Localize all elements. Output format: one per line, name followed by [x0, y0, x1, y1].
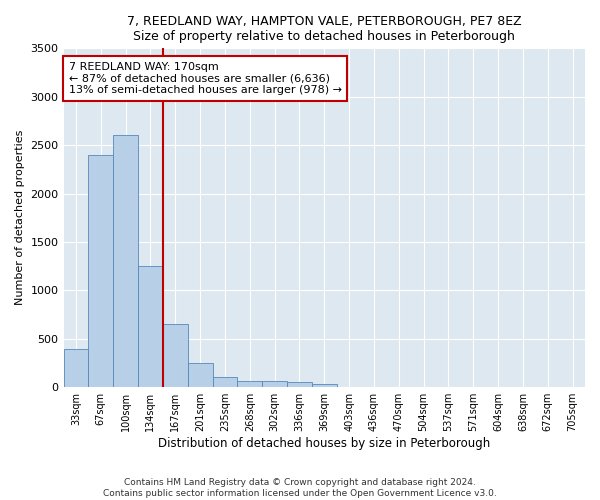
Bar — [113, 136, 138, 387]
Bar — [287, 382, 312, 387]
Bar — [238, 381, 262, 387]
Bar — [188, 363, 212, 387]
Title: 7, REEDLAND WAY, HAMPTON VALE, PETERBOROUGH, PE7 8EZ
Size of property relative t: 7, REEDLAND WAY, HAMPTON VALE, PETERBORO… — [127, 15, 521, 43]
Bar — [163, 324, 188, 387]
Bar — [312, 384, 337, 387]
Bar — [212, 376, 238, 387]
Bar — [64, 350, 88, 387]
X-axis label: Distribution of detached houses by size in Peterborough: Distribution of detached houses by size … — [158, 437, 490, 450]
Y-axis label: Number of detached properties: Number of detached properties — [15, 130, 25, 306]
Bar — [262, 381, 287, 387]
Bar — [88, 155, 113, 387]
Bar — [138, 266, 163, 387]
Text: 7 REEDLAND WAY: 170sqm
← 87% of detached houses are smaller (6,636)
13% of semi-: 7 REEDLAND WAY: 170sqm ← 87% of detached… — [69, 62, 342, 95]
Text: Contains HM Land Registry data © Crown copyright and database right 2024.
Contai: Contains HM Land Registry data © Crown c… — [103, 478, 497, 498]
